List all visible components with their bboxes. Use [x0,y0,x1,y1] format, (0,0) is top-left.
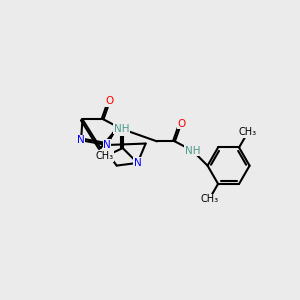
Text: NH: NH [185,146,200,156]
Text: N: N [134,158,141,168]
Text: O: O [106,97,114,106]
Text: NH: NH [114,124,129,134]
Text: O: O [118,125,127,135]
Text: CH₃: CH₃ [239,127,257,137]
Text: CH₃: CH₃ [96,152,114,161]
Text: O: O [177,118,185,128]
Text: N: N [77,135,85,145]
Text: CH₃: CH₃ [200,194,218,204]
Text: N: N [103,140,111,150]
